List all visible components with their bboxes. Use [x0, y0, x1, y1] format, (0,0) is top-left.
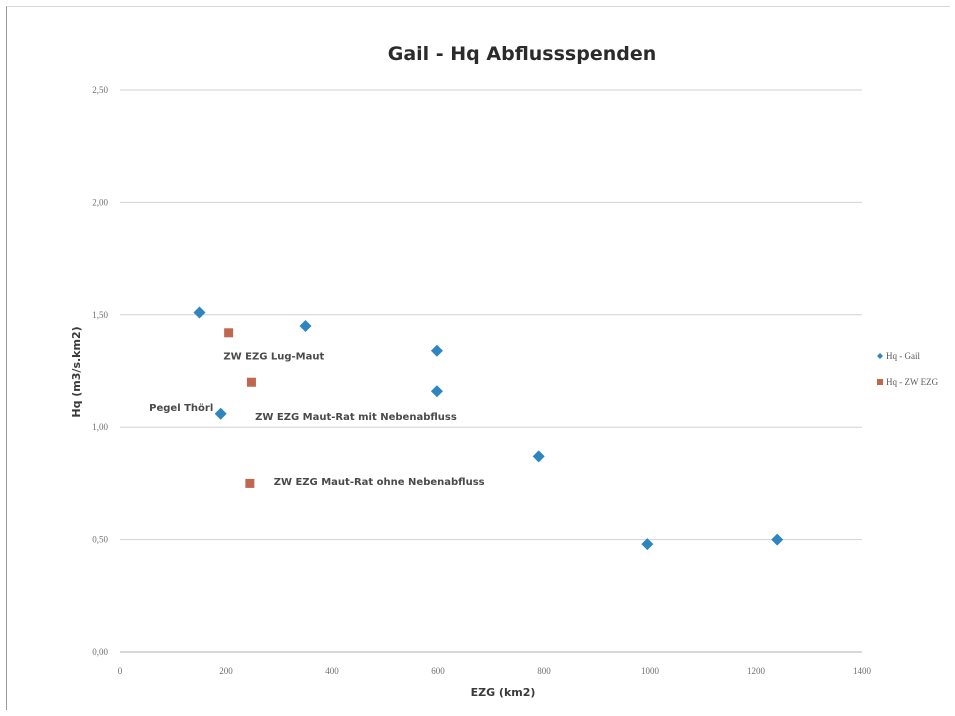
x-tick-label: 400: [325, 666, 339, 676]
y-tick-labels: 0,00 0,50 1,00 1,50 2,00 2,50: [92, 85, 108, 657]
x-tick-label: 1200: [747, 666, 766, 676]
data-point-hq-zw-ezg: [224, 328, 234, 338]
chart-frame: [6, 6, 950, 710]
chart-title: Gail - Hq Abflussspenden: [388, 43, 657, 65]
x-tick-labels: 0 200 400 600 800 1000 1200 1400: [118, 666, 872, 676]
x-tick-label: 1000: [641, 666, 660, 676]
gridlines: [120, 89, 862, 653]
y-tick-label: 1,00: [92, 422, 108, 432]
legend: Hq - Gail Hq - ZW EZG: [877, 351, 939, 387]
legend-label: Hq - ZW EZG: [886, 377, 939, 387]
point-annotation: ZW EZG Maut-Rat mit Nebenabfluss: [255, 412, 457, 423]
y-tick-label: 0,00: [92, 647, 108, 657]
x-tick-label: 800: [537, 666, 551, 676]
data-point-hq-gail: [193, 306, 206, 319]
annotations: ZW EZG Lug-Maut Pegel Thörl ZW EZG Maut-Ra…: [149, 351, 485, 488]
data-point-hq-zw-ezg: [245, 478, 255, 488]
x-tick-label: 200: [219, 666, 233, 676]
data-points: [193, 306, 784, 551]
data-point-hq-gail: [532, 450, 545, 463]
data-point-hq-gail: [430, 344, 443, 357]
point-annotation: ZW EZG Maut-Rat ohne Nebenabfluss: [274, 477, 485, 488]
data-point-hq-zw-ezg: [246, 377, 256, 387]
point-annotation: ZW EZG Lug-Maut: [223, 351, 324, 362]
data-point-hq-gail: [771, 533, 784, 546]
y-tick-label: 2,50: [92, 85, 108, 95]
legend-marker-hq-gail: [877, 353, 883, 359]
point-annotation: Pegel Thörl: [149, 403, 213, 414]
y-tick-label: 0,50: [92, 535, 108, 545]
y-tick-label: 2,00: [92, 197, 108, 207]
legend-label: Hq - Gail: [886, 351, 920, 361]
data-point-hq-gail: [430, 385, 443, 398]
x-tick-label: 600: [431, 666, 445, 676]
legend-marker-hq-zw-ezg: [877, 379, 883, 385]
x-axis-label: EZG (km2): [471, 686, 536, 699]
data-point-hq-gail: [299, 320, 312, 333]
data-point-hq-gail: [214, 407, 227, 420]
data-point-hq-gail: [641, 538, 654, 551]
x-tick-label: 1400: [853, 666, 872, 676]
x-tick-label: 0: [118, 666, 123, 676]
y-axis-label: Hq (m3/s.km2): [70, 326, 83, 417]
y-tick-label: 1,50: [92, 310, 108, 320]
